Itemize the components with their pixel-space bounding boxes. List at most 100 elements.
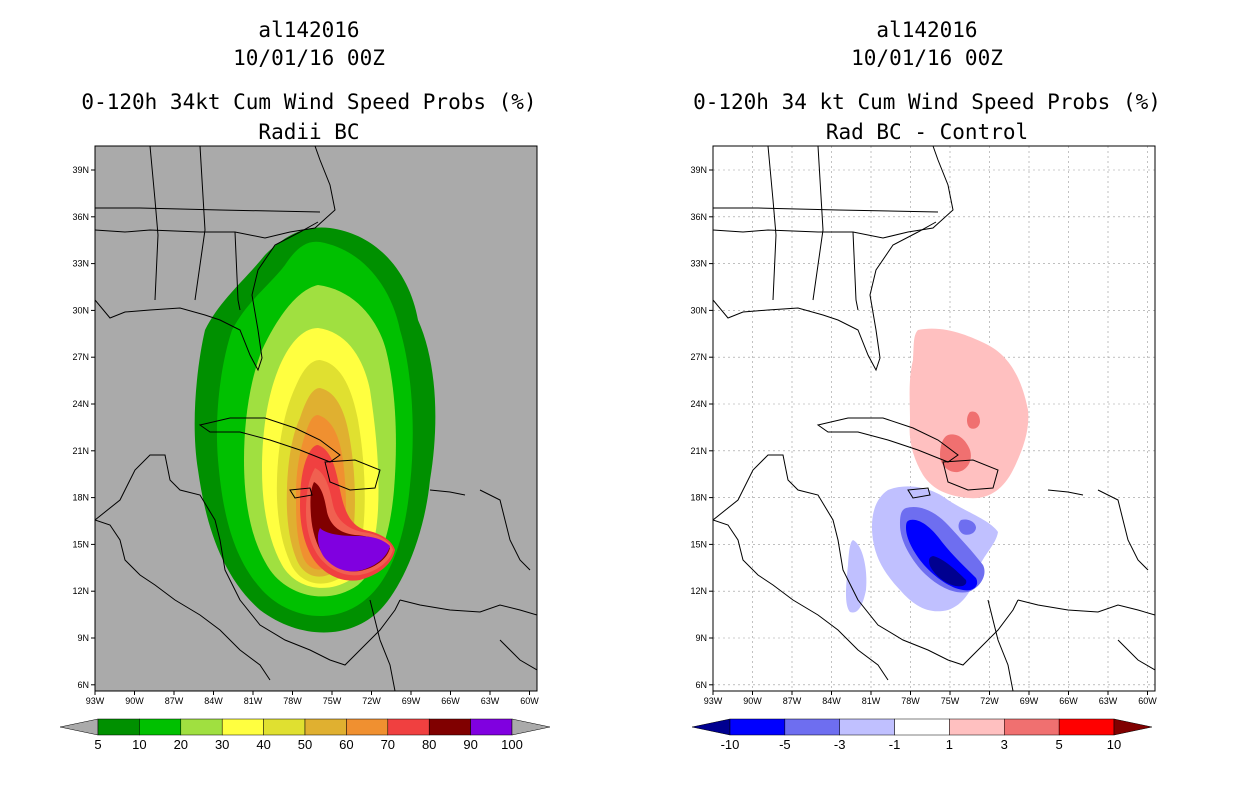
- lat-tick-label: 36N: [72, 212, 89, 222]
- colorbar-label: -10: [721, 737, 740, 752]
- lat-tick-label: 6N: [77, 680, 89, 690]
- lon-tick-label: 69W: [1020, 696, 1039, 706]
- colorbar-swatch: [839, 718, 895, 736]
- lon-tick-label: 78W: [901, 696, 920, 706]
- colorbar-label: -5: [779, 737, 791, 752]
- lon-tick-label: 72W: [362, 696, 381, 706]
- colorbar-swatch: [1058, 718, 1115, 736]
- diff-neg-1b: [846, 540, 867, 613]
- lat-tick-label: 18N: [72, 493, 89, 503]
- right-coastlines: [713, 146, 1155, 691]
- colorbar-label: 5: [94, 737, 101, 752]
- right-storm-id: al142016: [876, 18, 978, 42]
- lat-tick-label: 21N: [690, 446, 707, 456]
- colorbar-label: 50: [298, 737, 312, 752]
- colorbar-swatch: [729, 718, 786, 736]
- lat-tick-label: 18N: [690, 493, 707, 503]
- left-lon-ticks: 93W 90W 87W 84W 81W 78W 75W 72W 69W 66W 63W 60W: [86, 691, 539, 706]
- colorbar-label: 10: [1107, 737, 1121, 752]
- colorbar-label: 30: [215, 737, 229, 752]
- contour-100: [317, 528, 390, 572]
- colorbar-label: 1: [946, 737, 953, 752]
- colorbar-label: 80: [422, 737, 436, 752]
- diff-neg-10: [929, 556, 967, 587]
- right-subtitle: Rad BC - Control: [825, 120, 1029, 144]
- lon-tick-label: 78W: [283, 696, 302, 706]
- lat-tick-label: 30N: [72, 305, 89, 315]
- lon-tick-label: 63W: [481, 696, 500, 706]
- lat-tick-label: 9N: [77, 633, 89, 643]
- colorbar-label: 40: [256, 737, 270, 752]
- lat-tick-label: 12N: [72, 586, 89, 596]
- lon-tick-label: 81W: [862, 696, 881, 706]
- colorbar-label: 5: [1056, 737, 1063, 752]
- right-lat-ticks: 39N 36N 33N 30N 27N 24N 21N 18N 15N 12N 9N 6N: [690, 165, 713, 690]
- left-map: 93W 90W 87W 84W 81W 78W 75W 72W 69W 66W 63W 60W 39N…: [59, 145, 551, 752]
- colorbar-swatch: [470, 718, 513, 736]
- colorbar-under-arrow: [691, 718, 731, 736]
- colorbar-label: 100: [501, 737, 523, 752]
- colorbar-swatch: [784, 718, 840, 736]
- colorbar-swatch: [221, 718, 264, 736]
- lon-tick-label: 75W: [941, 696, 960, 706]
- colorbar-swatch: [139, 718, 182, 736]
- lat-tick-label: 27N: [690, 352, 707, 362]
- lon-tick-label: 72W: [980, 696, 999, 706]
- lat-tick-label: 9N: [695, 633, 707, 643]
- lat-tick-label: 21N: [72, 446, 89, 456]
- left-date: 10/01/16 00Z: [233, 46, 385, 70]
- lat-tick-label: 33N: [690, 259, 707, 269]
- colorbar-swatch: [1004, 718, 1060, 736]
- right-date: 10/01/16 00Z: [851, 46, 1003, 70]
- colorbar-swatch: [949, 718, 1005, 736]
- lat-tick-label: 6N: [695, 680, 707, 690]
- left-coastlines: [95, 146, 537, 691]
- diff-neg-3b: [958, 519, 976, 535]
- lon-tick-label: 66W: [1059, 696, 1078, 706]
- colorbar-swatch: [894, 718, 950, 736]
- lon-tick-label: 93W: [704, 696, 723, 706]
- diff-pos-3b: [967, 411, 980, 429]
- lon-tick-label: 66W: [441, 696, 460, 706]
- lon-tick-label: 90W: [743, 696, 762, 706]
- colorbar-label: -3: [834, 737, 846, 752]
- colorbar-label: 3: [1001, 737, 1008, 752]
- lat-tick-label: 24N: [72, 399, 89, 409]
- lon-tick-label: 87W: [783, 696, 802, 706]
- colorbar-swatch: [263, 718, 306, 736]
- colorbar-label: 70: [381, 737, 395, 752]
- lat-tick-label: 33N: [72, 259, 89, 269]
- lon-tick-label: 69W: [402, 696, 421, 706]
- colorbar-label: 10: [132, 737, 146, 752]
- right-panel: al142016 10/01/16 00Z 0-120h 34 kt Cum W…: [618, 0, 1236, 800]
- lon-tick-label: 90W: [125, 696, 144, 706]
- right-map: 93W 90W 87W 84W 81W 78W 75W 72W 69W 66W 63W 60W 39N…: [690, 145, 1157, 752]
- lat-tick-label: 39N: [690, 165, 707, 175]
- left-map-frame: [94, 145, 538, 692]
- lon-tick-label: 75W: [323, 696, 342, 706]
- lon-tick-label: 84W: [822, 696, 841, 706]
- diff-neg-5: [906, 519, 978, 591]
- right-lon-ticks: 93W 90W 87W 84W 81W 78W 75W 72W 69W 66W 63W 60W: [704, 691, 1157, 706]
- right-map-frame: [712, 145, 1156, 692]
- left-title: 0-120h 34kt Cum Wind Speed Probs (%): [81, 90, 537, 114]
- colorbar-label: -1: [889, 737, 901, 752]
- lon-tick-label: 81W: [244, 696, 263, 706]
- lat-tick-label: 15N: [72, 539, 89, 549]
- right-title: 0-120h 34 kt Cum Wind Speed Probs (%): [693, 90, 1161, 114]
- lon-tick-label: 60W: [1138, 696, 1157, 706]
- colorbar-swatch: [180, 718, 223, 736]
- right-difference-contours: [846, 328, 1029, 613]
- lon-tick-label: 60W: [520, 696, 539, 706]
- lon-tick-label: 63W: [1099, 696, 1118, 706]
- left-lat-ticks: 39N 36N 33N 30N 27N 24N 21N 18N 15N 12N 9N 6N: [72, 165, 95, 690]
- colorbar-swatch: [304, 718, 347, 736]
- lat-tick-label: 30N: [690, 305, 707, 315]
- colorbar-label: 60: [339, 737, 353, 752]
- left-subtitle: Radii BC: [258, 120, 360, 144]
- colorbar-swatch: [97, 718, 140, 736]
- lat-tick-label: 24N: [690, 399, 707, 409]
- lat-tick-label: 39N: [72, 165, 89, 175]
- colorbar-label: 90: [463, 737, 477, 752]
- colorbar-swatch: [387, 718, 430, 736]
